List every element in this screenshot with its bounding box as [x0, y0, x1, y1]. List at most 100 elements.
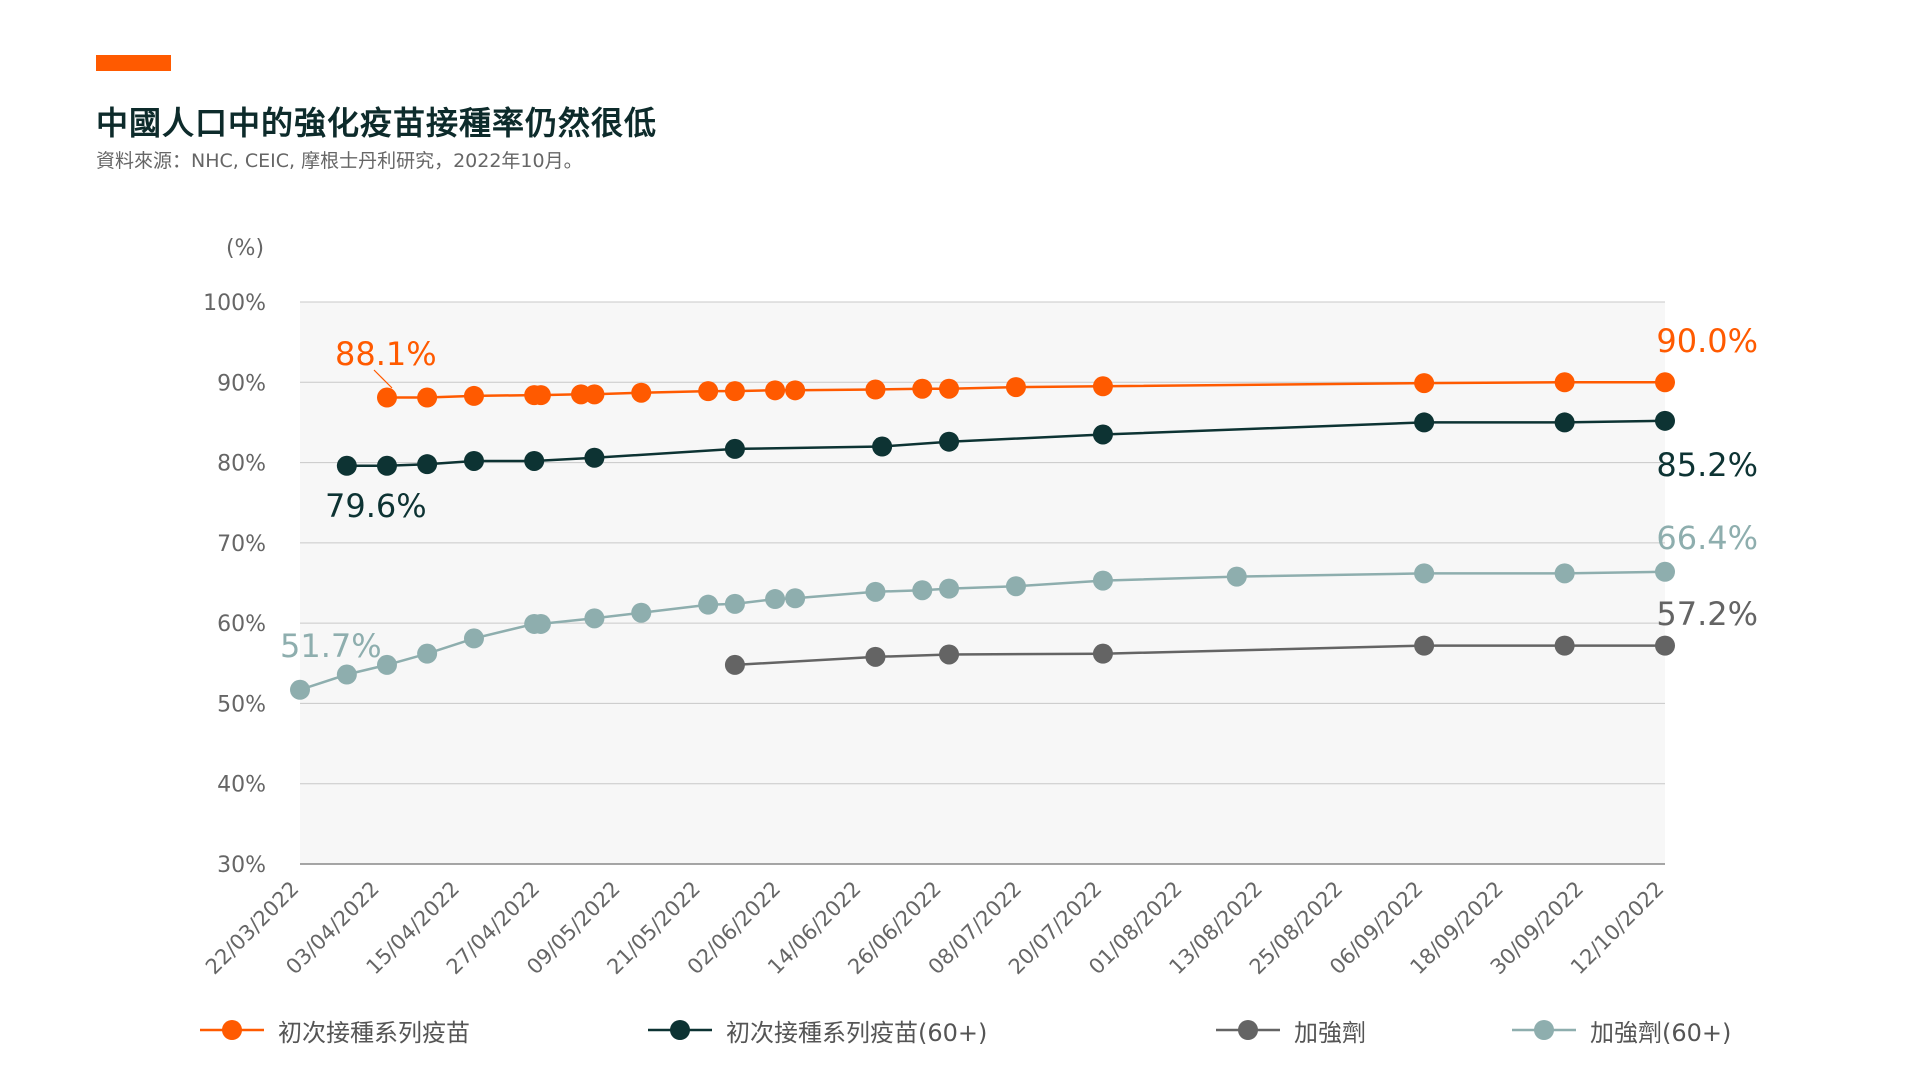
- data-point: [765, 589, 786, 610]
- legend-marker-icon: [648, 1020, 712, 1040]
- data-point: [524, 450, 545, 471]
- data-point: [912, 580, 933, 601]
- data-point: [724, 593, 745, 614]
- chart-title: 中國人口中的強化疫苗接種率仍然很低: [96, 104, 658, 142]
- data-point: [939, 431, 960, 452]
- data-point: [376, 387, 397, 408]
- legend-item-primary: 初次接種系列疫苗: [200, 1010, 470, 1050]
- y-tick-label: 40%: [217, 773, 266, 798]
- data-point: [698, 381, 719, 402]
- data-point: [1092, 570, 1113, 591]
- data-point: [698, 594, 719, 615]
- data-point: [785, 588, 806, 609]
- data-point: [584, 608, 605, 629]
- data-point: [417, 643, 438, 664]
- data-labels: 88.1% 90.0% 79.6% 85.2% 51.7% 66.4% 57.2%: [280, 322, 1758, 665]
- data-point: [724, 381, 745, 402]
- series-primary: [376, 372, 1675, 408]
- data-point: [865, 379, 886, 400]
- y-tick-label: 70%: [217, 532, 266, 557]
- data-point: [865, 646, 886, 667]
- data-point: [1554, 563, 1575, 584]
- legend-item-booster: 加強劑: [1216, 1010, 1366, 1050]
- plot-background: [300, 302, 1665, 864]
- data-point: [939, 644, 960, 665]
- data-point: [765, 380, 786, 401]
- data-point: [1414, 373, 1435, 394]
- data-point: [785, 380, 806, 401]
- legend-item-booster-60: 加強劑(60+): [1512, 1010, 1731, 1050]
- legend-marker-icon: [1216, 1020, 1280, 1040]
- y-axis-label: (%): [226, 236, 264, 261]
- data-point: [1092, 424, 1113, 445]
- end-label-primary-60: 85.2%: [1656, 446, 1758, 484]
- data-point: [1655, 635, 1675, 656]
- legend-label: 初次接種系列疫苗(60+): [726, 1018, 988, 1047]
- start-label-primary: 88.1%: [335, 335, 437, 373]
- data-point: [631, 382, 652, 403]
- data-point: [584, 384, 605, 405]
- data-point: [1655, 410, 1675, 431]
- series-primary60: [336, 410, 1675, 476]
- series-booster: [724, 635, 1675, 675]
- x-axis-ticks: 22/03/202203/04/202215/04/202227/04/2022…: [201, 877, 1669, 980]
- end-label-primary: 90.0%: [1656, 322, 1758, 360]
- chart-source: 資料來源：NHC, CEIC, 摩根士丹利研究，2022年10月。: [96, 150, 583, 172]
- data-point: [336, 455, 357, 476]
- legend-label: 加強劑(60+): [1590, 1018, 1732, 1047]
- data-point: [376, 455, 397, 476]
- data-point: [376, 654, 397, 675]
- data-point: [724, 654, 745, 675]
- legend-marker-icon: [1512, 1020, 1576, 1040]
- y-tick-label: 60%: [217, 612, 266, 637]
- data-point: [290, 679, 310, 700]
- series-group: [290, 372, 1675, 700]
- data-point: [1226, 566, 1247, 587]
- data-point: [1005, 576, 1026, 597]
- end-label-booster-60: 66.4%: [1656, 519, 1758, 557]
- data-point: [1092, 643, 1113, 664]
- data-point: [1414, 635, 1435, 656]
- y-tick-label: 50%: [217, 692, 266, 717]
- data-point: [1655, 372, 1675, 393]
- data-point: [1655, 561, 1675, 582]
- series-booster60: [290, 561, 1675, 700]
- data-point: [463, 450, 484, 471]
- data-point: [1554, 635, 1575, 656]
- data-point: [872, 436, 893, 457]
- data-point: [939, 578, 960, 599]
- data-point: [584, 447, 605, 468]
- data-point: [463, 628, 484, 649]
- data-point: [912, 378, 933, 399]
- data-point: [530, 613, 551, 634]
- data-point: [1414, 412, 1435, 433]
- data-point: [724, 438, 745, 459]
- data-point: [631, 602, 652, 623]
- legend-marker-icon: [200, 1020, 264, 1040]
- y-tick-label: 80%: [217, 452, 266, 477]
- y-tick-label: 100%: [203, 291, 266, 316]
- y-axis-ticks: 30% 40% 50% 60% 70% 80% 90% 100%: [203, 291, 266, 878]
- data-point: [417, 387, 438, 408]
- data-point: [865, 581, 886, 602]
- start-label-booster-60: 51.7%: [280, 627, 382, 665]
- legend-label: 加強劑: [1294, 1018, 1366, 1047]
- data-point: [530, 385, 551, 406]
- data-point: [336, 664, 357, 685]
- data-point: [463, 385, 484, 406]
- data-point: [1554, 372, 1575, 393]
- y-tick-label: 30%: [217, 853, 266, 878]
- data-point: [417, 454, 438, 475]
- data-point: [1554, 412, 1575, 433]
- data-point: [1005, 377, 1026, 398]
- start-label-primary-60: 79.6%: [325, 487, 427, 525]
- accent-bar: [96, 55, 171, 71]
- data-point: [1092, 376, 1113, 397]
- legend-item-primary-60: 初次接種系列疫苗(60+): [648, 1010, 987, 1050]
- data-point: [939, 378, 960, 399]
- series-line: [299, 570, 1666, 691]
- label-leader-line: [373, 369, 393, 389]
- data-point: [1414, 563, 1435, 584]
- y-tick-label: 90%: [217, 371, 266, 396]
